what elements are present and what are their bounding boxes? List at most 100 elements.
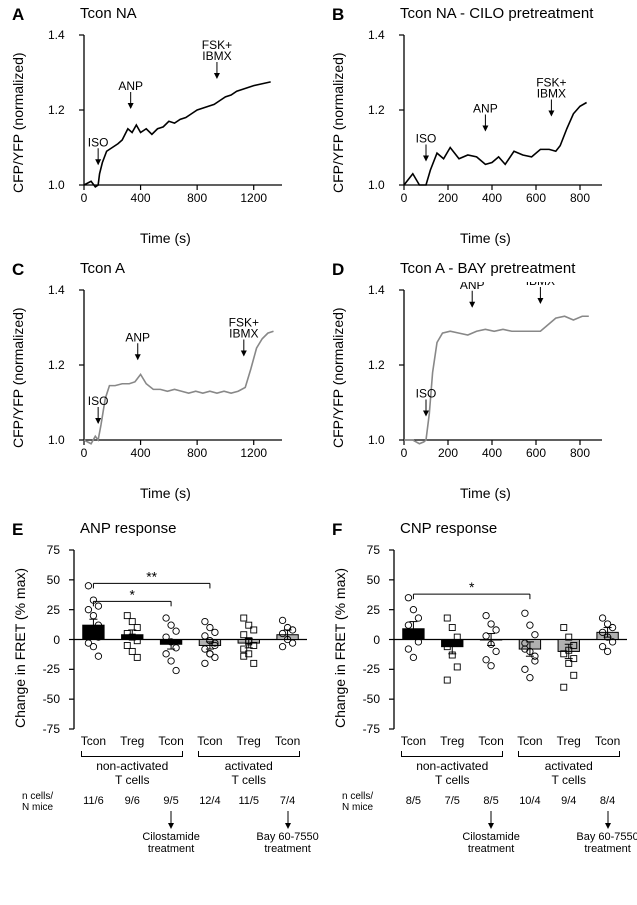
- treatment-label: Bay 60-7550 treatment: [248, 831, 328, 855]
- bar-chart: ***: [64, 542, 312, 737]
- y-tick: 1.2: [368, 358, 385, 372]
- y-axis-label: CFP/YFP (normalized): [10, 307, 26, 448]
- y-tick: 75: [352, 543, 380, 557]
- x-tick: 0: [70, 446, 98, 460]
- bar-chart: *: [384, 542, 632, 737]
- line-chart: ISOANPFSK+IBMX: [72, 27, 287, 207]
- panel-title: CNP response: [400, 520, 497, 537]
- y-tick: 0: [352, 633, 380, 647]
- svg-text:ISO: ISO: [88, 135, 109, 149]
- x-tick: 400: [127, 191, 155, 205]
- panel-e: E ANP response Change in FRET (% max) **…: [10, 520, 320, 900]
- ncells-value: 8/5: [395, 795, 431, 807]
- x-axis-label: Time (s): [140, 485, 191, 501]
- group-label: Tcon: [75, 734, 111, 748]
- x-tick: 400: [478, 191, 506, 205]
- panel-letter: F: [332, 520, 342, 540]
- panel-letter: D: [332, 260, 344, 280]
- y-tick: 1.0: [48, 178, 65, 192]
- group-label: Treg: [231, 734, 267, 748]
- x-tick: 200: [434, 446, 462, 460]
- svg-text:**: **: [146, 568, 157, 584]
- category-nonactivated: non-activated T cells: [401, 759, 503, 787]
- group-label: Tcon: [395, 734, 431, 748]
- ncells-value: 10/4: [512, 795, 548, 807]
- x-tick: 200: [434, 191, 462, 205]
- x-tick: 800: [183, 191, 211, 205]
- ncells-value: 9/6: [114, 795, 150, 807]
- panel-f: F CNP response Change in FRET (% max) * …: [330, 520, 637, 900]
- group-label: Tcon: [192, 734, 228, 748]
- panel-a: A Tcon NA CFP/YFP (normalized) ISOANPFSK…: [10, 5, 320, 255]
- x-tick: 1200: [240, 191, 268, 205]
- x-tick: 400: [478, 446, 506, 460]
- treatment-label: Cilostamide treatment: [131, 831, 211, 855]
- treatment-label: Bay 60-7550 treatment: [568, 831, 637, 855]
- x-axis-label: Time (s): [140, 230, 191, 246]
- svg-text:ISO: ISO: [416, 387, 437, 401]
- group-label: Tcon: [270, 734, 306, 748]
- group-label: Treg: [434, 734, 470, 748]
- y-axis-label: CFP/YFP (normalized): [10, 52, 26, 193]
- group-label: Treg: [114, 734, 150, 748]
- treatment-label: Cilostamide treatment: [451, 831, 531, 855]
- panel-title: Tcon NA - CILO pretreatment: [400, 5, 593, 22]
- y-tick: 0: [32, 633, 60, 647]
- arrow-down-icon: [283, 811, 293, 829]
- x-tick: 800: [183, 446, 211, 460]
- y-tick: 1.4: [368, 28, 385, 42]
- y-tick: -50: [352, 692, 380, 706]
- ncells-value: 8/4: [590, 795, 626, 807]
- panel-letter: C: [12, 260, 24, 280]
- arrow-down-icon: [486, 811, 496, 829]
- y-tick: 1.4: [368, 283, 385, 297]
- ncells-value: 8/5: [473, 795, 509, 807]
- y-axis-label: CFP/YFP (normalized): [330, 52, 346, 193]
- arrow-down-icon: [603, 811, 613, 829]
- panel-letter: B: [332, 5, 344, 25]
- group-label: Tcon: [473, 734, 509, 748]
- group-label: Treg: [551, 734, 587, 748]
- svg-text:ANP: ANP: [473, 102, 498, 116]
- ncells-value: 7/4: [270, 795, 306, 807]
- x-tick: 800: [566, 446, 594, 460]
- panel-title: Tcon NA: [80, 5, 137, 22]
- ncells-value: 9/4: [551, 795, 587, 807]
- ncells-value: 12/4: [192, 795, 228, 807]
- category-activated: activated T cells: [518, 759, 620, 787]
- x-tick: 0: [390, 191, 418, 205]
- y-tick: 1.4: [48, 283, 65, 297]
- category-nonactivated: non-activated T cells: [81, 759, 183, 787]
- y-tick: 1.2: [48, 103, 65, 117]
- y-tick: 25: [32, 603, 60, 617]
- group-label: Tcon: [590, 734, 626, 748]
- panel-d: D Tcon A - BAY pretreatment CFP/YFP (nor…: [330, 260, 637, 510]
- panel-b: B Tcon NA - CILO pretreatment CFP/YFP (n…: [330, 5, 637, 255]
- y-tick: -25: [32, 662, 60, 676]
- panel-c: C Tcon A CFP/YFP (normalized) ISOANPFSK+…: [10, 260, 320, 510]
- svg-text:ISO: ISO: [88, 394, 109, 408]
- y-tick: 1.0: [368, 178, 385, 192]
- y-tick: 1.4: [48, 28, 65, 42]
- line-chart: ISOANPFSK+IBMX: [392, 27, 607, 207]
- ncells-value: 9/5: [153, 795, 189, 807]
- panel-letter: E: [12, 520, 23, 540]
- svg-text:IBMX: IBMX: [202, 49, 231, 63]
- arrow-down-icon: [166, 811, 176, 829]
- x-tick: 800: [566, 191, 594, 205]
- y-tick: -75: [32, 722, 60, 736]
- svg-text:*: *: [469, 579, 475, 595]
- line-chart: ISOANPFSK+IBMX: [72, 282, 287, 462]
- y-tick: 1.2: [368, 103, 385, 117]
- ncells-value: 7/5: [434, 795, 470, 807]
- svg-text:ANP: ANP: [118, 79, 143, 93]
- x-tick: 600: [522, 446, 550, 460]
- panel-letter: A: [12, 5, 24, 25]
- x-axis-label: Time (s): [460, 230, 511, 246]
- ncells-value: 11/5: [231, 795, 267, 807]
- ncells-label: n cells/ N mice: [22, 791, 53, 813]
- ncells-label: n cells/ N mice: [342, 791, 373, 813]
- x-tick: 0: [70, 191, 98, 205]
- y-tick: 75: [32, 543, 60, 557]
- y-axis-label: Change in FRET (% max): [12, 568, 28, 728]
